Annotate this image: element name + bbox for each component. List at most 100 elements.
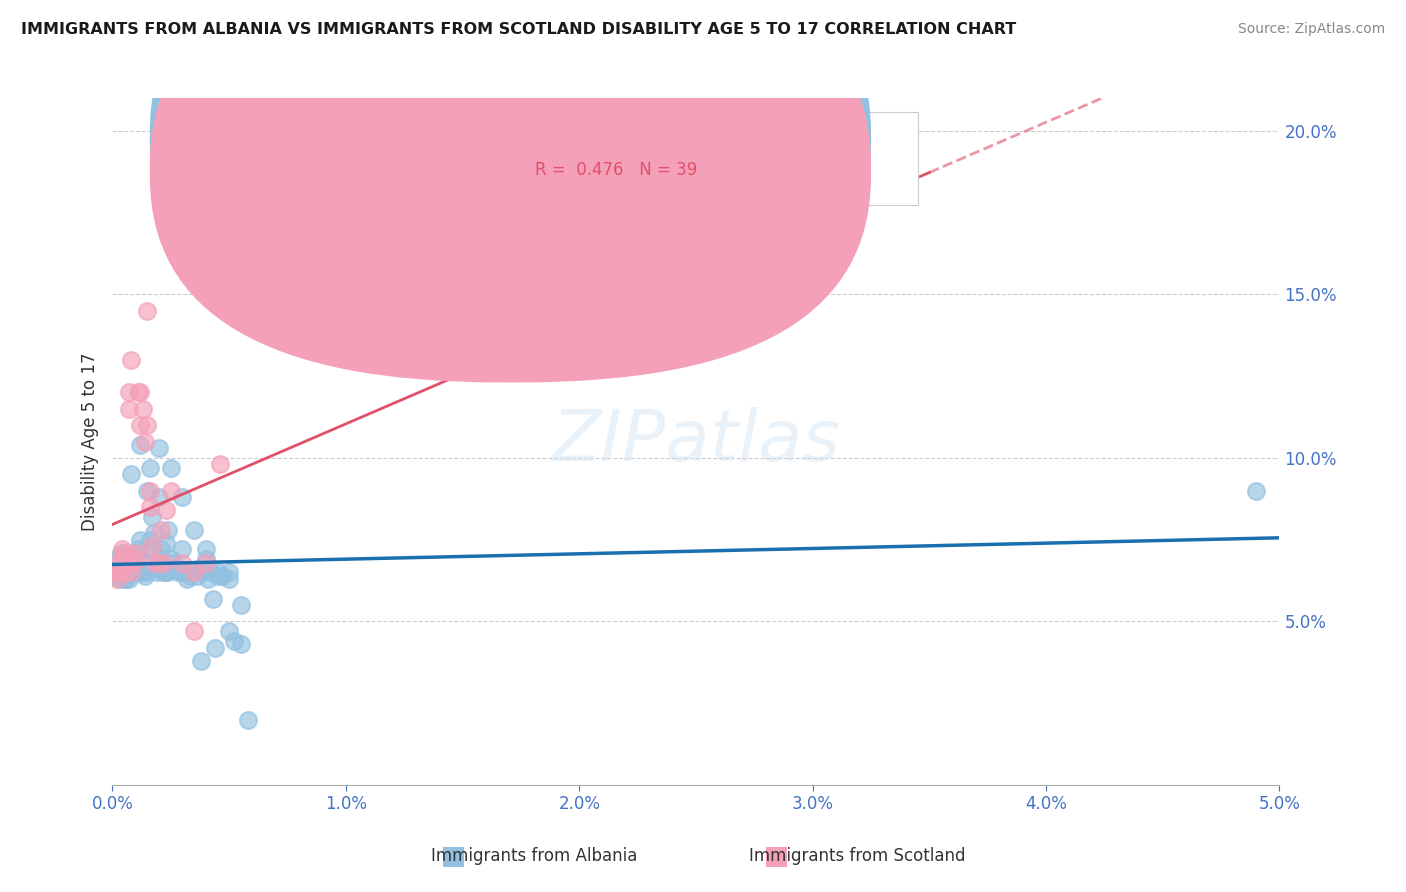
Point (139, 500, 162, 514)
Point (132, 566, 155, 580)
Point (136, 418, 159, 433)
Point (153, 566, 176, 580)
Point (125, 546, 148, 560)
Point (120, 566, 142, 580)
Point (139, 533, 162, 547)
Point (207, 568, 229, 582)
Point (685, 238, 707, 252)
Point (111, 552, 134, 566)
Point (211, 568, 233, 582)
Point (111, 542, 134, 557)
Point (143, 556, 166, 570)
Point (153, 556, 176, 570)
Point (115, 566, 138, 580)
Point (179, 568, 201, 582)
Point (118, 401, 141, 416)
Point (172, 556, 194, 570)
Point (104, 566, 127, 580)
Point (166, 566, 188, 580)
Point (125, 556, 148, 570)
Point (148, 552, 170, 566)
Point (125, 552, 148, 566)
Point (141, 539, 163, 553)
Point (150, 542, 173, 557)
Point (129, 385, 152, 400)
Point (127, 385, 149, 400)
Point (105, 568, 128, 582)
Point (122, 566, 145, 580)
Point (218, 624, 240, 639)
Point (208, 458, 231, 472)
Point (129, 566, 152, 580)
Point (186, 568, 208, 582)
Point (108, 572, 131, 586)
Point (160, 460, 183, 475)
Point (207, 566, 229, 580)
Y-axis label: Disability Age 5 to 17: Disability Age 5 to 17 (80, 352, 98, 531)
Point (194, 542, 217, 557)
Point (183, 566, 205, 580)
Point (222, 634, 245, 648)
Point (120, 352, 142, 367)
Point (118, 572, 141, 586)
Point (194, 556, 217, 570)
Point (160, 483, 183, 498)
Text: Immigrants from Albania: Immigrants from Albania (432, 847, 637, 865)
Point (112, 566, 135, 580)
Point (118, 385, 141, 400)
Point (129, 418, 152, 433)
Point (176, 572, 198, 586)
Point (183, 566, 205, 580)
Point (148, 490, 170, 504)
Point (150, 523, 173, 537)
Point (115, 552, 138, 566)
Point (190, 654, 212, 668)
Point (112, 556, 135, 570)
Point (197, 572, 219, 586)
Point (153, 566, 176, 580)
Point (136, 556, 159, 570)
Point (129, 438, 152, 452)
Point (136, 483, 159, 498)
FancyBboxPatch shape (150, 0, 870, 351)
Point (157, 523, 180, 537)
Point (132, 401, 155, 416)
FancyBboxPatch shape (474, 112, 918, 204)
Point (141, 542, 163, 557)
Point (104, 562, 127, 576)
Text: R =  0.060   N = 88: R = 0.060 N = 88 (534, 129, 697, 147)
Point (160, 552, 183, 566)
Point (1244, 483, 1267, 498)
Point (122, 562, 145, 576)
Point (146, 566, 169, 580)
Point (136, 303, 159, 318)
Text: ZIPatlas: ZIPatlas (551, 407, 841, 476)
Text: R =  0.476   N = 39: R = 0.476 N = 39 (534, 161, 697, 179)
Point (218, 572, 240, 586)
Point (136, 566, 159, 580)
Point (201, 591, 224, 606)
Point (111, 549, 134, 563)
Point (115, 566, 138, 580)
Point (120, 467, 142, 482)
Point (120, 556, 142, 570)
Point (105, 572, 128, 586)
Point (120, 562, 142, 576)
Point (112, 572, 135, 586)
Text: IMMIGRANTS FROM ALBANIA VS IMMIGRANTS FROM SCOTLAND DISABILITY AGE 5 TO 17 CORRE: IMMIGRANTS FROM ALBANIA VS IMMIGRANTS FR… (21, 22, 1017, 37)
Point (173, 566, 195, 580)
Point (105, 556, 128, 570)
Point (108, 566, 131, 580)
Point (204, 640, 226, 655)
Point (108, 556, 131, 570)
Point (118, 566, 141, 580)
Point (172, 566, 194, 580)
Point (218, 566, 240, 580)
Point (236, 713, 259, 727)
Point (183, 523, 205, 537)
Point (143, 526, 166, 541)
Text: Source: ZipAtlas.com: Source: ZipAtlas.com (1237, 22, 1385, 37)
Point (115, 572, 138, 586)
Point (108, 566, 131, 580)
Point (172, 490, 194, 504)
